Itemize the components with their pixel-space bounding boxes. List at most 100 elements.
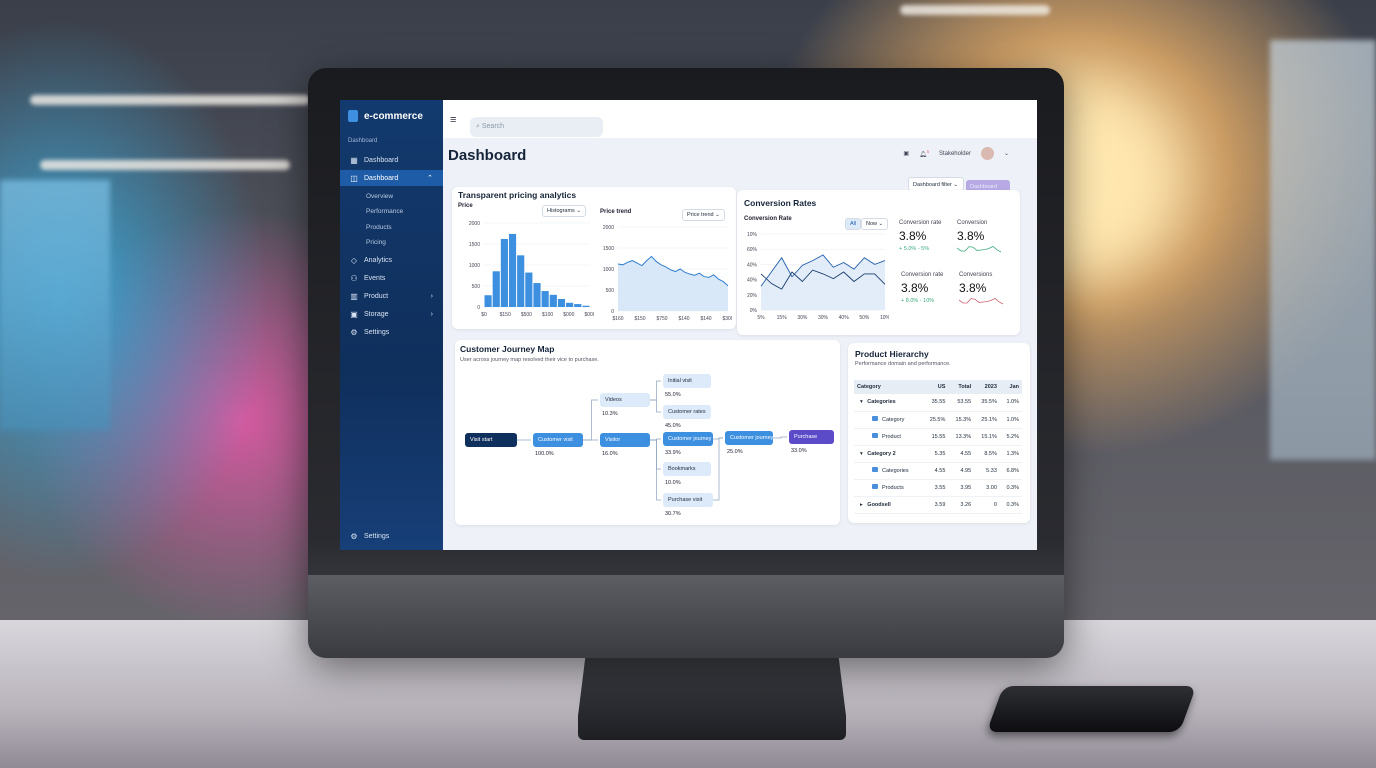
price-trend-chart: 2000 1500 1000 500 0$160 $150 $750 $140 $140 $300 xyxy=(603,225,732,322)
sidebar-item-events[interactable]: ⚇ Events xyxy=(340,270,443,286)
sidebar-item-label: Storage xyxy=(364,310,389,318)
series-area xyxy=(761,254,885,310)
series-line xyxy=(760,269,886,290)
avatar[interactable] xyxy=(980,147,994,160)
journey-node-percent: 100.0% xyxy=(535,451,554,457)
histogram-bar xyxy=(582,305,590,307)
journey-node[interactable]: Customer journey xyxy=(663,432,713,446)
calendar-icon[interactable]: ▣ xyxy=(903,151,910,157)
sidebar-subitem-pricing[interactable]: Pricing xyxy=(366,239,386,246)
table-cell: 4.55 xyxy=(922,462,949,480)
sidebar: e-commerce Dashboard ▦ Dashboard ◫ Dashboar… xyxy=(340,100,443,550)
journey-node-percent: 10.3% xyxy=(602,411,618,417)
table-row[interactable]: ▸ Goodsell 3.59 3.26 0 0.3% xyxy=(854,496,1022,514)
chevron-down-icon[interactable]: ⌄ xyxy=(1003,151,1009,157)
table-row[interactable]: Product 15.55 13.3% 15.1% 5.2% xyxy=(854,428,1022,446)
sidebar-item-storage[interactable]: ▣ Storage › xyxy=(340,306,443,322)
expand-right-icon[interactable]: ▸ xyxy=(860,501,865,508)
journey-node-percent: 25.0% xyxy=(727,449,743,455)
card-title: Customer Journey Map xyxy=(460,344,555,354)
sidebar-item-label: Analytics xyxy=(364,256,393,264)
journey-node[interactable]: Visitor xyxy=(600,433,650,447)
journey-node[interactable]: Bookmarks xyxy=(663,462,711,476)
brand[interactable]: e-commerce xyxy=(348,110,423,122)
toggle-all[interactable]: All xyxy=(845,218,862,230)
histogram-bar xyxy=(541,291,549,307)
table-row[interactable]: Category 25.5% 15.3% 25.1% 1.0% xyxy=(854,411,1022,429)
sidebar-item-dashboard[interactable]: ▦ Dashboard xyxy=(340,152,443,168)
y-tick-label: 60% xyxy=(747,247,758,253)
sidebar-subitem-overview[interactable]: Overview xyxy=(366,192,394,200)
kpi-value: 3.8% xyxy=(901,281,929,295)
table-row[interactable]: Products 3.55 3.95 3.00 0.3% xyxy=(854,479,1022,497)
journey-node[interactable]: Customer journey xyxy=(725,431,773,445)
label: Histograms xyxy=(547,208,575,214)
histogram-dropdown[interactable]: Histograms ⌄ xyxy=(542,205,586,217)
y-tick-label: 1500 xyxy=(469,242,480,248)
table-row[interactable]: Categories 4.55 4.95 5.33 6.8% xyxy=(854,462,1022,480)
card-title: Conversion Rates xyxy=(744,198,817,208)
sidebar-item-product[interactable]: ▥ Product › xyxy=(340,288,443,304)
x-tick-label: 5% xyxy=(757,315,765,321)
y-tick-label: 2000 xyxy=(603,225,614,231)
conversion-card: Conversion Rates Conversion Rate All Now… xyxy=(737,190,1020,335)
journey-node[interactable]: Videos xyxy=(600,393,650,407)
table-row[interactable]: ▾ Categories 35.55 53.55 35.5% 1.0% xyxy=(854,394,1022,412)
sidebar-item-settings[interactable]: ⚙ Settings xyxy=(340,324,443,340)
journey-node[interactable]: Visit start xyxy=(465,433,517,447)
journey-node[interactable]: Customer visit xyxy=(533,433,583,447)
folder-icon xyxy=(872,416,878,421)
journey-node-percent: 55.0% xyxy=(665,392,681,398)
table-cell: 1.3% xyxy=(999,445,1022,463)
storage-icon: ▣ xyxy=(350,309,358,319)
sidebar-item-analytics[interactable]: ◇ Analytics xyxy=(340,252,443,268)
x-tick-label: $150 xyxy=(634,316,645,322)
hamburger-menu-icon[interactable]: ≡ xyxy=(450,114,457,126)
table-row[interactable]: ▾ Category 2 5.35 4.55 8.5% 1.3% xyxy=(854,445,1022,463)
column-header: Total xyxy=(948,380,975,394)
shopping-bag-icon xyxy=(348,110,358,122)
histogram-bar xyxy=(533,283,541,307)
grid-icon: ▦ xyxy=(350,155,358,165)
table-cell: 0 xyxy=(974,496,1000,514)
x-tick-label: 30% xyxy=(797,315,808,321)
expand-down-icon[interactable]: ▾ xyxy=(860,399,865,406)
sidebar-item-dashboard[interactable]: ◫ Dashboard ⌃ xyxy=(340,170,443,186)
y-tick-label: 2000 xyxy=(469,221,480,227)
sidebar-subitem-performance[interactable]: Performance xyxy=(366,208,404,215)
user-name[interactable]: Stakeholder xyxy=(938,150,971,157)
expand-down-icon[interactable]: ▾ xyxy=(860,450,865,457)
sidebar-subitem-products[interactable]: Products xyxy=(366,223,392,231)
folder-icon xyxy=(872,433,878,438)
bell-icon[interactable]: 🔔︎5 xyxy=(919,149,929,158)
column-header: Category xyxy=(854,380,923,394)
sidebar-footer-settings[interactable]: ⚙ Settings xyxy=(340,528,443,544)
connector-arrow xyxy=(773,436,787,439)
pricing-card: Transparent pricing analytics Price Hist… xyxy=(452,187,736,329)
sidebar-section: Dashboard xyxy=(348,138,378,144)
connector-arrow xyxy=(650,439,661,501)
y-tick-label: 20% xyxy=(747,293,758,299)
label: Now xyxy=(866,221,878,227)
filter-dropdown[interactable]: Dashboard filter ⌄ xyxy=(908,177,964,191)
journey-node[interactable]: Purchase visit xyxy=(663,493,713,507)
y-tick-label: 500 xyxy=(472,284,481,290)
journey-node[interactable]: Purchase xyxy=(789,430,834,444)
x-tick-label: $140 xyxy=(678,316,689,322)
journey-node[interactable]: Initial visit xyxy=(663,374,711,388)
journey-node-percent: 30.7% xyxy=(665,511,681,517)
table-cell: 5.33 xyxy=(974,462,1000,480)
x-tick-label: $500 xyxy=(521,312,532,318)
table-cell: 1.0% xyxy=(999,394,1022,412)
histogram-bar xyxy=(574,304,582,307)
journey-node[interactable]: Customer rates xyxy=(663,405,711,419)
search-input[interactable]: ⌕ Search xyxy=(470,117,603,137)
period-dropdown[interactable]: Now ⌄ xyxy=(861,218,889,230)
row-name: Categories xyxy=(867,399,896,406)
conversion-chart: 10% 60% 40% 40% 20% 0%5% 15% 30% 30% 40% 50% 10% xyxy=(747,232,889,321)
histogram-bar xyxy=(484,295,492,307)
y-tick-label: 0 xyxy=(477,305,480,311)
table-cell: 3.55 xyxy=(922,479,949,497)
trend-dropdown[interactable]: Price trend ⌄ xyxy=(682,209,725,221)
sidebar-item-label: Product xyxy=(364,292,389,300)
